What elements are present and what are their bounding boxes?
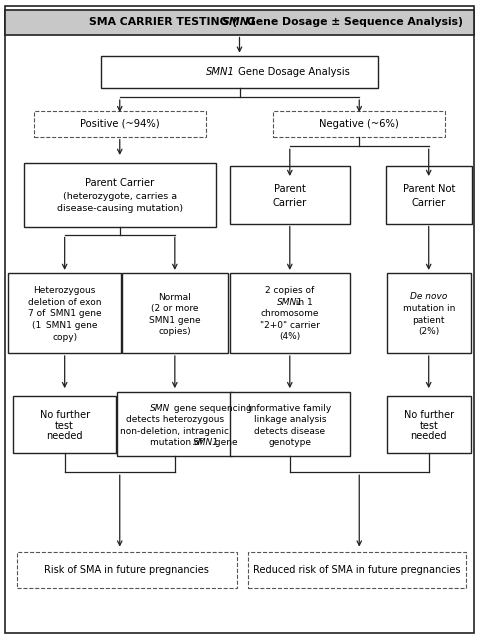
Text: Heterozygous: Heterozygous	[34, 286, 96, 295]
Text: detects heterozygous: detects heterozygous	[126, 415, 224, 424]
FancyBboxPatch shape	[230, 392, 350, 456]
FancyBboxPatch shape	[24, 163, 216, 227]
Text: No further: No further	[40, 410, 90, 420]
FancyBboxPatch shape	[9, 273, 121, 353]
Text: SMN1: SMN1	[193, 438, 219, 447]
Text: Gene Dosage ± Sequence Analysis): Gene Dosage ± Sequence Analysis)	[241, 17, 463, 27]
Text: Parent Not: Parent Not	[402, 183, 455, 194]
FancyBboxPatch shape	[273, 111, 445, 137]
FancyBboxPatch shape	[34, 111, 206, 137]
Text: detects disease: detects disease	[254, 427, 325, 436]
FancyBboxPatch shape	[117, 392, 232, 456]
FancyBboxPatch shape	[387, 396, 470, 453]
Text: gene sequencing: gene sequencing	[171, 404, 252, 413]
Text: copies): copies)	[159, 327, 191, 336]
Text: Normal: Normal	[159, 293, 191, 302]
Text: (heterozygote, carries a: (heterozygote, carries a	[63, 192, 177, 201]
Text: SMN1: SMN1	[222, 17, 257, 27]
Text: copy): copy)	[52, 333, 77, 342]
Text: Parent Carrier: Parent Carrier	[85, 178, 154, 189]
Text: mutation of: mutation of	[150, 438, 205, 447]
FancyBboxPatch shape	[17, 552, 237, 588]
Text: (2 or more: (2 or more	[151, 304, 199, 313]
Text: Negative (~6%): Negative (~6%)	[319, 119, 399, 129]
Text: mutation in: mutation in	[402, 304, 455, 313]
Text: SMA CARRIER TESTING (: SMA CARRIER TESTING (	[89, 17, 240, 27]
Text: Informative family: Informative family	[248, 404, 331, 413]
Text: needed: needed	[46, 431, 83, 442]
Text: disease-causing mutation): disease-causing mutation)	[57, 204, 183, 213]
Text: Carrier: Carrier	[273, 197, 307, 208]
Text: Carrier: Carrier	[411, 197, 446, 208]
FancyBboxPatch shape	[5, 10, 474, 35]
Text: needed: needed	[411, 431, 447, 442]
FancyBboxPatch shape	[386, 166, 472, 224]
Text: deletion of exon: deletion of exon	[28, 298, 102, 307]
Text: SMN1 gene: SMN1 gene	[149, 316, 201, 325]
Text: "2+0" carrier: "2+0" carrier	[260, 321, 320, 330]
Text: No further: No further	[404, 410, 454, 420]
Text: in 1: in 1	[267, 298, 313, 307]
Text: Risk of SMA in future pregnancies: Risk of SMA in future pregnancies	[45, 565, 209, 575]
Text: De novo: De novo	[410, 292, 447, 301]
FancyBboxPatch shape	[122, 273, 228, 353]
Text: SMN: SMN	[150, 404, 170, 413]
Text: SMN1: SMN1	[277, 298, 303, 307]
Text: linkage analysis: linkage analysis	[253, 415, 326, 424]
Text: genotype: genotype	[268, 438, 311, 447]
Text: (1  SMN1 gene: (1 SMN1 gene	[32, 321, 97, 330]
Text: Parent: Parent	[274, 183, 306, 194]
Text: 7 of  SMN1 gene: 7 of SMN1 gene	[28, 309, 102, 318]
Text: non-deletion, intragenic: non-deletion, intragenic	[120, 427, 229, 436]
Text: test: test	[419, 420, 438, 431]
FancyBboxPatch shape	[13, 396, 116, 453]
Text: patient: patient	[412, 316, 445, 325]
Text: Positive (~94%): Positive (~94%)	[80, 119, 160, 129]
Text: test: test	[55, 420, 74, 431]
Text: 2 copies of: 2 copies of	[265, 286, 314, 295]
Text: (4%): (4%)	[279, 332, 300, 341]
Text: SMN1: SMN1	[206, 66, 235, 77]
FancyBboxPatch shape	[387, 273, 470, 353]
Text: chromosome: chromosome	[261, 309, 319, 318]
FancyBboxPatch shape	[101, 56, 378, 88]
Text: Reduced risk of SMA in future pregnancies: Reduced risk of SMA in future pregnancie…	[253, 565, 461, 575]
Text: (2%): (2%)	[418, 327, 439, 336]
FancyBboxPatch shape	[230, 273, 350, 353]
FancyBboxPatch shape	[248, 552, 466, 588]
Text: gene: gene	[212, 438, 238, 447]
Text: Gene Dosage Analysis: Gene Dosage Analysis	[235, 66, 350, 77]
FancyBboxPatch shape	[230, 166, 350, 224]
